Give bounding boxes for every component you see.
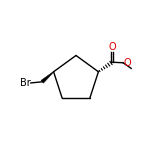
Text: O: O: [124, 58, 131, 68]
Polygon shape: [41, 72, 54, 83]
Text: O: O: [108, 42, 116, 52]
Text: Br: Br: [20, 78, 30, 88]
